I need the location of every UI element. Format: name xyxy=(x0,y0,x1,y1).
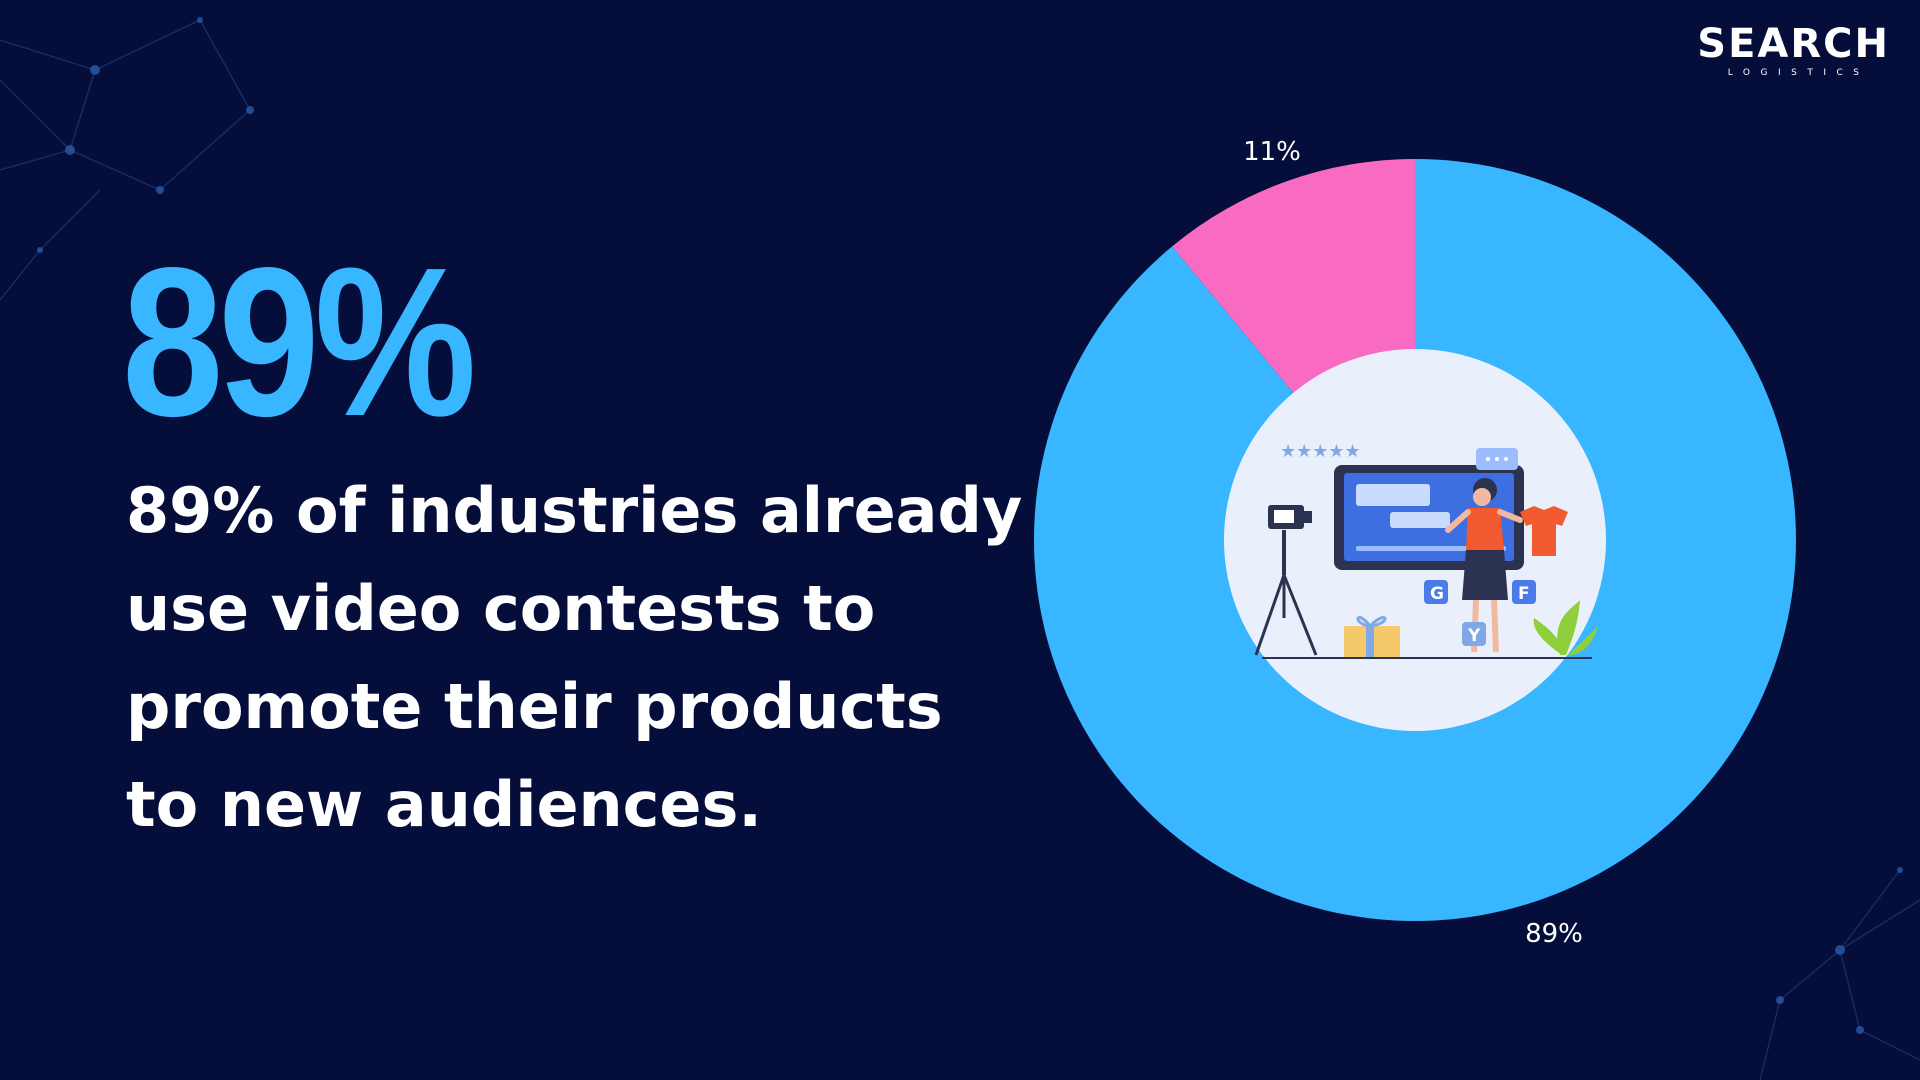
svg-text:F: F xyxy=(1518,584,1530,604)
t-shirt-icon xyxy=(1520,506,1568,556)
plant-icon xyxy=(1533,600,1598,655)
slice-label-11: 11% xyxy=(1243,137,1301,167)
stat-description: 89% of industries already use video cont… xyxy=(126,462,1026,854)
social-tiles-icon: G F Y xyxy=(1424,580,1536,646)
logo-name: SEARCH xyxy=(1697,21,1890,67)
svg-text:G: G xyxy=(1430,584,1444,604)
rating-stars-icon: ★★★★★ xyxy=(1280,441,1361,462)
description-line: 89% of industries already xyxy=(126,474,1023,547)
video-influencer-illustration: ★★★★★ xyxy=(1254,441,1598,659)
presenter-figure-icon xyxy=(1445,478,1523,653)
headline-stat: 89% xyxy=(122,223,477,460)
gift-box-icon xyxy=(1344,616,1400,658)
svg-text:★★★★★: ★★★★★ xyxy=(1280,441,1361,462)
slice-label-89: 89% xyxy=(1525,919,1583,949)
description-line: to new audiences. xyxy=(126,768,762,841)
search-logistics-logo: SEARCH LOGISTICS xyxy=(1697,22,1890,78)
description-line: promote their products xyxy=(126,670,943,743)
logo-subtitle: LOGISTICS xyxy=(1727,68,1870,78)
svg-text:Y: Y xyxy=(1467,626,1481,646)
description-line: use video contests to xyxy=(126,572,876,645)
camera-tripod-icon xyxy=(1254,505,1318,656)
